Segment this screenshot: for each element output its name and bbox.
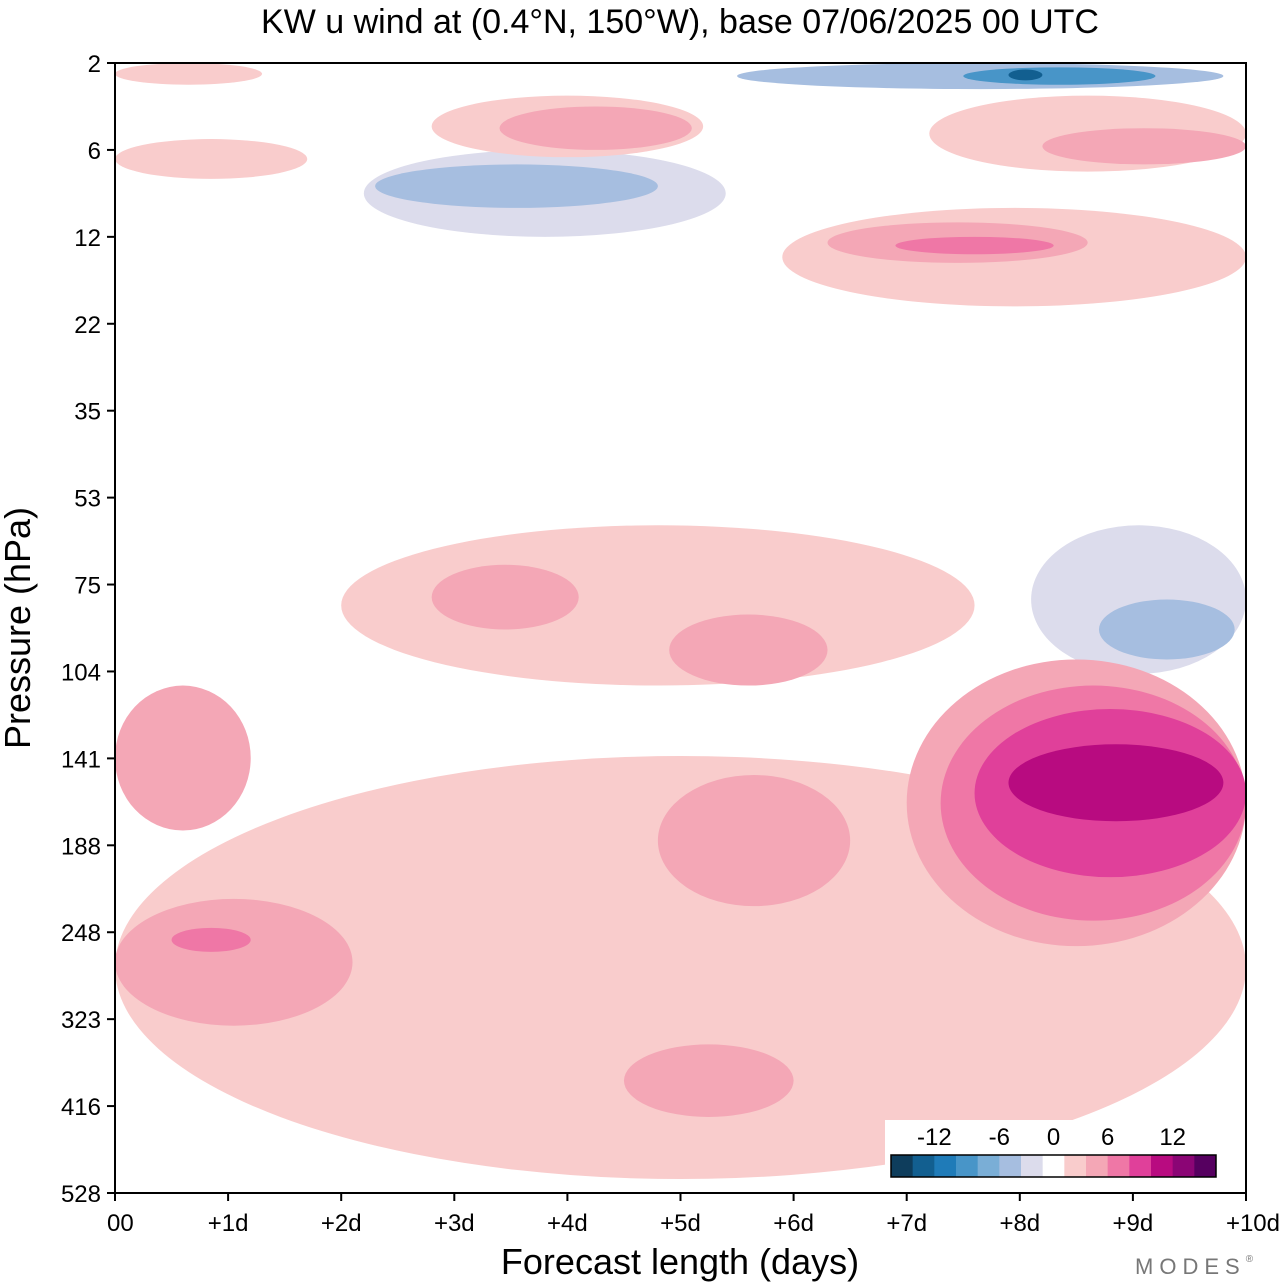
contour-region-33 [1008,744,1224,822]
y-axis: 2 6 12 22 35 53 75 104 141 188 248 323 416 528 [61,51,115,1208]
colorbar-tick-label: 6 [1101,1124,1114,1151]
contour-region-4 [804,377,1043,459]
colorbar-swatch [999,1155,1022,1177]
colorbar-swatch [891,1155,914,1177]
x-tick-label: +8d [999,1210,1040,1237]
x-tick-label: +2d [321,1210,362,1237]
y-tick-label: 416 [61,1094,101,1121]
y-tick-label: 35 [74,399,101,426]
colorbar-swatch [1172,1155,1195,1177]
contour-region-25 [115,898,353,1026]
colorbar-swatch [1151,1155,1174,1177]
y-tick-label: 528 [61,1181,101,1208]
colorbar-swatch [1021,1155,1044,1177]
contour-region-8 [375,164,658,208]
contour-region-13 [115,139,308,179]
contour-region-22 [431,564,579,630]
colorbar-frame [890,1154,1217,1178]
x-axis: 00 +1d +2d +3d +4d +5d +6d +7d +8d +9d +10d [107,1193,1280,1237]
y-axis-label: Pressure (hPa) [0,507,38,749]
colorbar-swatch [934,1155,957,1177]
y-tick-label: 12 [74,225,101,252]
contour-region-12 [115,63,263,85]
colorbar-tick-label: -6 [989,1124,1010,1151]
chart-title: KW u wind at (0.4°N, 150°W), base 07/06/… [261,3,1099,41]
x-axis-label: Forecast length (days) [501,1241,859,1282]
colorbar-swatch [977,1155,1000,1177]
plot-area [115,63,1246,1193]
y-tick-label: 323 [61,1007,101,1034]
y-tick-label: 2 [88,51,101,78]
x-tick-label: +6d [773,1210,814,1237]
x-tick-label: +4d [547,1210,588,1237]
x-tick-label: +10d [1226,1210,1280,1237]
x-tick-label: +7d [886,1210,927,1237]
y-tick-label: 53 [74,486,101,513]
colorbar-tick-label: 12 [1159,1124,1186,1151]
colorbar-swatch [956,1155,979,1177]
colorbar-swatch [912,1155,935,1177]
contour-region-0 [171,1106,342,1193]
contour-region-28 [657,775,851,907]
y-tick-label: 75 [74,573,101,600]
contour-region-10 [963,67,1156,85]
y-tick-label: 22 [74,312,101,339]
contour-region-18 [895,236,1054,255]
y-tick-label: 248 [61,920,101,947]
x-tick-label: 00 [107,1210,134,1237]
colorbar-swatch [1064,1155,1087,1177]
brand-logo: MODES® [1135,1254,1259,1279]
x-tick-label: +1d [208,1210,249,1237]
colorbar-swatch [1129,1155,1152,1177]
y-tick-label: 104 [61,659,101,686]
contour-region-15 [499,106,692,150]
contour-region-3 [205,614,353,686]
colorbar-swatch [1086,1155,1109,1177]
x-tick-label: +9d [1113,1210,1154,1237]
contour-region-27 [115,685,251,831]
y-tick-label: 188 [61,833,101,860]
colorbar-swatch [1042,1155,1065,1177]
brand-registered-mark: ® [1246,1254,1259,1265]
y-tick-label: 141 [61,746,101,773]
contour-region-20 [1042,128,1246,165]
contour-region-26 [171,927,251,952]
colorbar-tick-label: -12 [917,1124,952,1151]
x-tick-label: +5d [660,1210,701,1237]
colorbar-tick-label: 0 [1047,1124,1060,1151]
contour-region-23 [669,614,828,686]
colorbar-swatch [1107,1155,1130,1177]
colorbar-swatch [1194,1155,1217,1177]
x-tick-label: +3d [434,1210,475,1237]
brand-name: MODES [1135,1254,1246,1279]
contour-region-11 [1008,69,1043,81]
y-tick-label: 6 [88,138,101,165]
contour-region-29 [623,1044,794,1117]
colorbar: -12 -6 0 6 12 [885,1120,1222,1188]
contour-region-6 [1098,599,1235,660]
